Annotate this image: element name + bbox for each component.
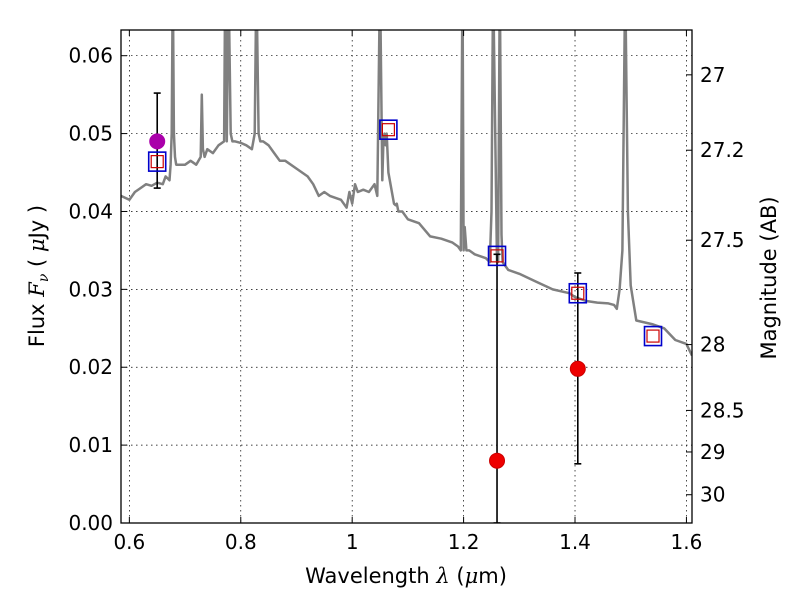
detection-point xyxy=(149,133,166,150)
x-tick-label: 0.8 xyxy=(225,530,257,554)
plot-frame xyxy=(120,29,693,524)
template-spectrum xyxy=(121,30,692,357)
error-bars xyxy=(153,92,582,523)
y-tick-label: 0.01 xyxy=(68,433,113,457)
grid-lines xyxy=(121,30,692,524)
y2-axis-label: Magnitude (AB) xyxy=(757,196,781,359)
x-tick-label: 0.6 xyxy=(113,530,145,554)
template-spectrum-line xyxy=(121,30,692,357)
x-axis-ticks: 0.6 0.8 1 1.2 1.4 1.6 xyxy=(113,30,702,554)
y2-tick-label: 27.5 xyxy=(700,228,745,252)
x-tick-label: 1 xyxy=(346,530,359,554)
model-flux-box xyxy=(147,151,167,172)
data-markers xyxy=(147,119,663,469)
y-tick-label: 0.04 xyxy=(68,199,113,223)
model-flux-box xyxy=(487,245,507,267)
x-axis-label: Wavelength λ (μm) xyxy=(305,564,507,588)
model-flux-box xyxy=(568,282,588,304)
y2-tick-label: 28.5 xyxy=(700,398,745,422)
measured-point xyxy=(489,452,506,469)
y-axis-ticks: 0.00 0.01 0.02 0.03 0.04 0.05 0.06 xyxy=(68,44,127,535)
model-flux-inner-box xyxy=(150,155,164,169)
y-tick-label: 0.00 xyxy=(68,511,113,535)
model-flux-box xyxy=(379,119,398,140)
y-axis-label: Flux Fν ( μJy ) xyxy=(25,205,52,347)
y-tick-label: 0.02 xyxy=(68,355,113,379)
model-flux-box xyxy=(643,325,663,347)
model-flux-inner-box xyxy=(571,286,585,300)
y2-tick-label: 27 xyxy=(700,63,725,87)
y2-tick-label: 27.2 xyxy=(700,138,745,162)
y2-tick-label: 30 xyxy=(700,483,725,507)
y2-axis-ticks: 27 27.2 27.5 28 28.5 29 30 xyxy=(686,63,745,507)
y2-tick-label: 29 xyxy=(700,440,725,464)
model-flux-inner-box xyxy=(646,329,660,343)
x-tick-label: 1.2 xyxy=(448,530,480,554)
model-flux-inner-box xyxy=(490,249,504,263)
x-tick-label: 1.6 xyxy=(671,530,703,554)
x-tick-label: 1.4 xyxy=(559,530,591,554)
y-tick-label: 0.05 xyxy=(68,122,113,146)
y-tick-label: 0.06 xyxy=(68,44,113,68)
measured-point xyxy=(569,360,586,377)
y2-tick-label: 28 xyxy=(700,333,725,357)
model-flux-inner-box xyxy=(381,123,395,137)
y-tick-label: 0.03 xyxy=(68,277,113,301)
